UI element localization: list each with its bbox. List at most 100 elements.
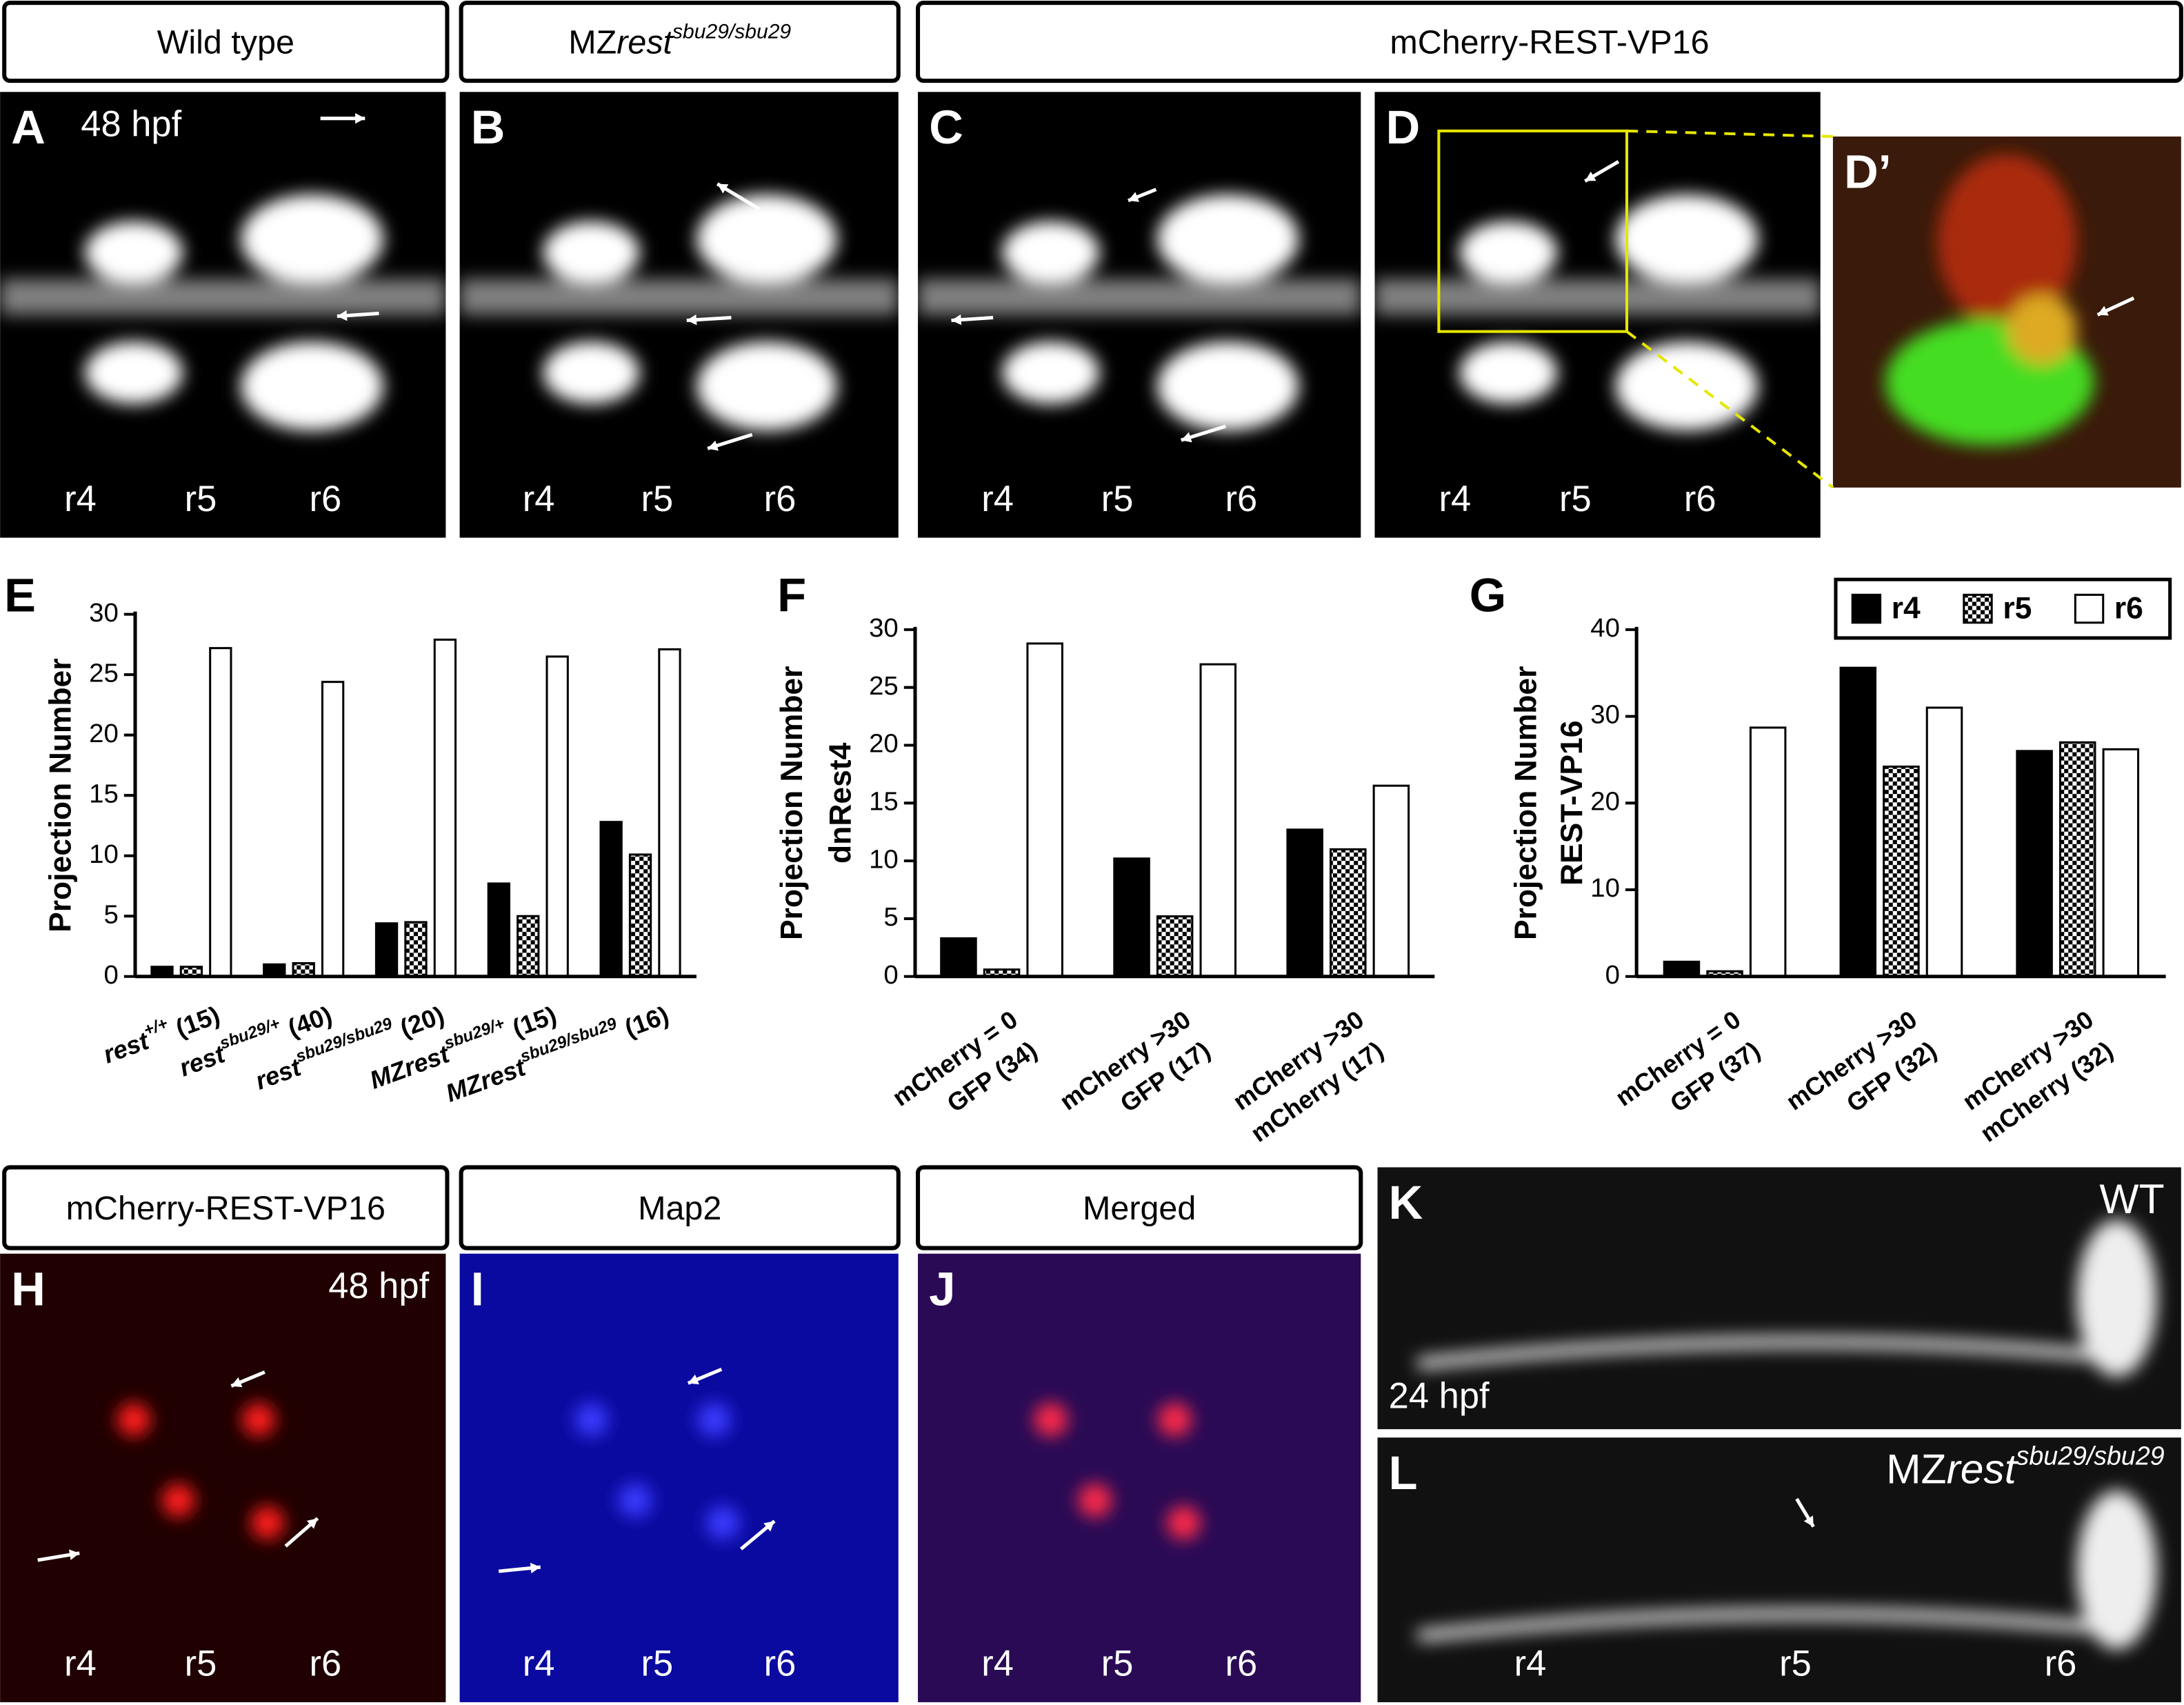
y-tick-label: 20 [89,719,119,748]
inset-line [1625,330,1834,489]
arrow-head [306,1518,318,1529]
bar [1026,642,1063,978]
y-tick-label: 0 [103,960,118,990]
panel-letter: F [777,569,806,622]
bar [209,647,232,978]
text-part: sbu29/sbu29 [2016,1442,2165,1470]
x-tick-label: restsbu29/sbu29 (20) [250,997,448,1095]
bar [263,963,286,978]
arrow-head [708,440,719,451]
arrow-head [763,1521,775,1532]
micrograph-signal [918,194,1361,431]
text-part: (16) [614,1000,672,1044]
legend-label: r6 [2114,591,2143,625]
y-axis-label: Projection Number [1509,666,1543,940]
y-tick-label: 30 [869,613,899,643]
cell [161,1484,195,1517]
arrow-head [1585,171,1596,181]
panel-letter: I [471,1262,484,1315]
signal [1615,194,1759,284]
bar [1199,663,1237,978]
cell [241,1403,276,1437]
arrow-head [231,1377,243,1388]
legend-swatch [1851,593,1882,624]
cell [1034,1403,1068,1437]
y-axis-label: dnRest4 [824,742,858,864]
y-tick-label: 5 [883,902,898,932]
region-label: r5 [1779,1643,1812,1684]
region-label: r6 [764,1643,797,1684]
signal [697,341,837,431]
panel-letter: A [11,101,46,154]
bar [292,961,315,978]
header-box [916,1165,1363,1250]
cell [1078,1484,1112,1517]
text-part: rest [1947,1446,2018,1493]
header-text: MZrestsbu29/sbu29 [568,21,791,61]
micrograph-signal [459,194,899,431]
text-part: mCherry-REST-VP16 [1390,23,1709,61]
bar [628,853,652,978]
region-label: r4 [1439,479,1471,519]
signal [1374,279,1821,315]
signal [2007,294,2077,365]
y-tick-label: 10 [89,839,119,869]
bar [2102,748,2140,978]
signal [241,194,383,284]
bar [1663,960,1701,978]
micrograph [0,1253,446,1702]
header-text: Map2 [638,1190,721,1227]
signal [1615,341,1759,431]
genotype-label: MZrestsbu29/sbu29 [1886,1442,2165,1493]
region-label: r6 [764,479,797,519]
inset-line [1626,129,1833,138]
region-label: r6 [1225,479,1258,519]
signal [1002,221,1100,284]
region-label: r4 [64,479,97,519]
micrograph-signal [1885,154,2094,446]
micrograph-signal [117,1403,285,1540]
micrograph-signal [1416,1490,2157,1650]
cell [706,1506,740,1540]
text-part: mCherry-REST-VP16 [66,1190,385,1227]
bar [1372,784,1410,978]
bar [433,638,457,978]
cell [117,1403,151,1437]
bar [1156,915,1194,978]
bar [1286,828,1323,978]
signal [543,341,640,404]
y-tick-label: 15 [869,786,899,816]
micrograph-signal [1374,194,1821,431]
y-tick-label: 25 [869,671,899,701]
text-part: (20) [390,1000,448,1044]
bar [517,915,540,978]
arrow-head [2097,306,2109,316]
signal [543,221,640,284]
bar [487,882,511,978]
y-tick-label: 25 [89,658,119,688]
cell [1167,1506,1201,1540]
y-tick-label: 30 [89,598,119,628]
region-label: r5 [185,479,217,519]
y-axis-label: Projection Number [44,659,78,933]
micrograph [459,1253,899,1702]
micrograph-signal [1416,1219,2157,1377]
signal [241,341,383,431]
region-label: r5 [1101,1643,1134,1684]
axon-signal [1416,1336,2102,1370]
arrow-head [1128,192,1140,202]
text-part: MZrest [442,1052,530,1107]
signal [1937,154,2077,330]
arrow-head [337,310,348,321]
cell [250,1506,285,1540]
text-part: (15) [166,1000,223,1044]
region-label: r6 [310,479,342,519]
y-tick-label: 10 [869,844,899,874]
signal [84,341,183,404]
text-part: MZrest [366,1039,454,1094]
arrow-head [717,183,729,194]
y-tick-label: 15 [89,779,119,808]
arrow-head [355,112,365,124]
